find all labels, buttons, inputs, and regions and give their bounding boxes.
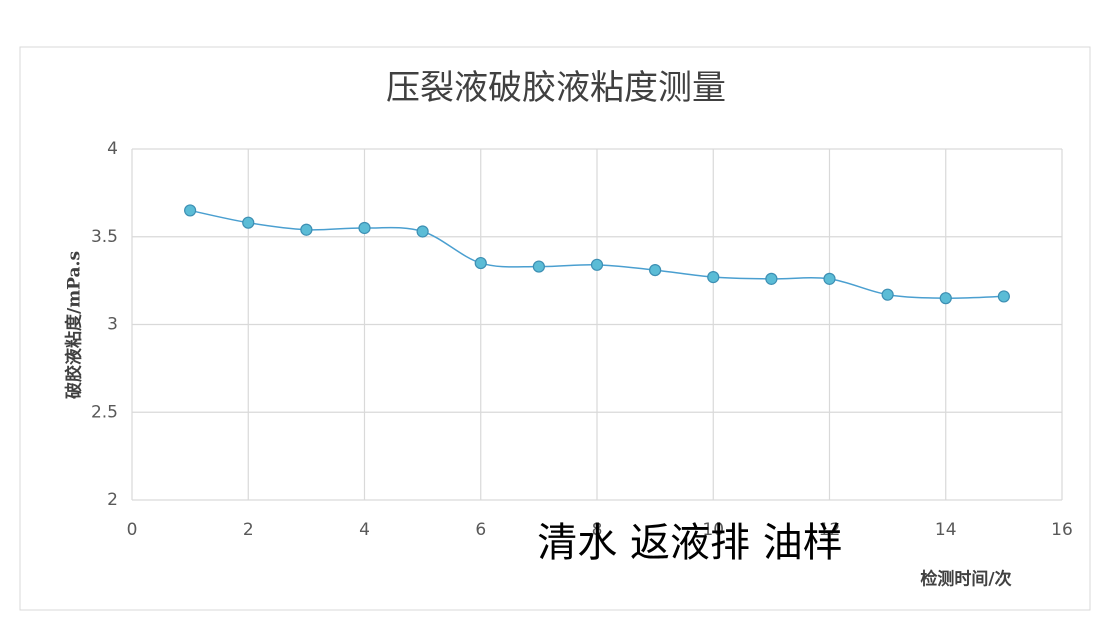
x-tick-label: 0	[127, 520, 138, 540]
y-tick-label: 2	[107, 490, 118, 510]
data-point	[358, 221, 371, 235]
data-point	[242, 216, 255, 229]
y-tick-label: 3	[107, 315, 118, 335]
data-point	[765, 272, 778, 285]
data-point	[649, 263, 662, 277]
annotation: 清水 返液排 油样	[537, 520, 842, 566]
y-tick-label: 4	[107, 139, 118, 159]
data-point	[881, 288, 894, 301]
data-point	[823, 272, 836, 285]
y-tick-label: 2.5	[91, 402, 118, 422]
x-tick-label: 4	[359, 520, 370, 540]
chart-title: 压裂液破胶液粘度测量	[386, 68, 726, 108]
x-tick-label: 8	[592, 520, 603, 540]
data-point	[416, 225, 429, 238]
x-tick-label: 12	[819, 520, 841, 540]
data-point	[590, 258, 604, 271]
data-point	[997, 290, 1010, 303]
data-point	[939, 292, 952, 305]
x-tick-label: 16	[1051, 520, 1073, 540]
data-point	[707, 271, 720, 284]
x-tick-label: 14	[935, 520, 957, 540]
data-point	[532, 260, 545, 273]
y-axis-label: 破胶液粘度/mPa.s	[64, 251, 85, 399]
data-point	[300, 223, 313, 236]
data-point	[474, 256, 487, 270]
chart-frame	[19, 46, 1091, 611]
x-tick-label: 10	[702, 520, 724, 540]
x-tick-label: 2	[243, 520, 254, 540]
x-axis-label: 检测时间/次	[920, 569, 1011, 590]
y-tick-label: 3.5	[91, 227, 118, 247]
x-tick-label: 6	[475, 520, 486, 540]
data-point	[184, 204, 197, 217]
